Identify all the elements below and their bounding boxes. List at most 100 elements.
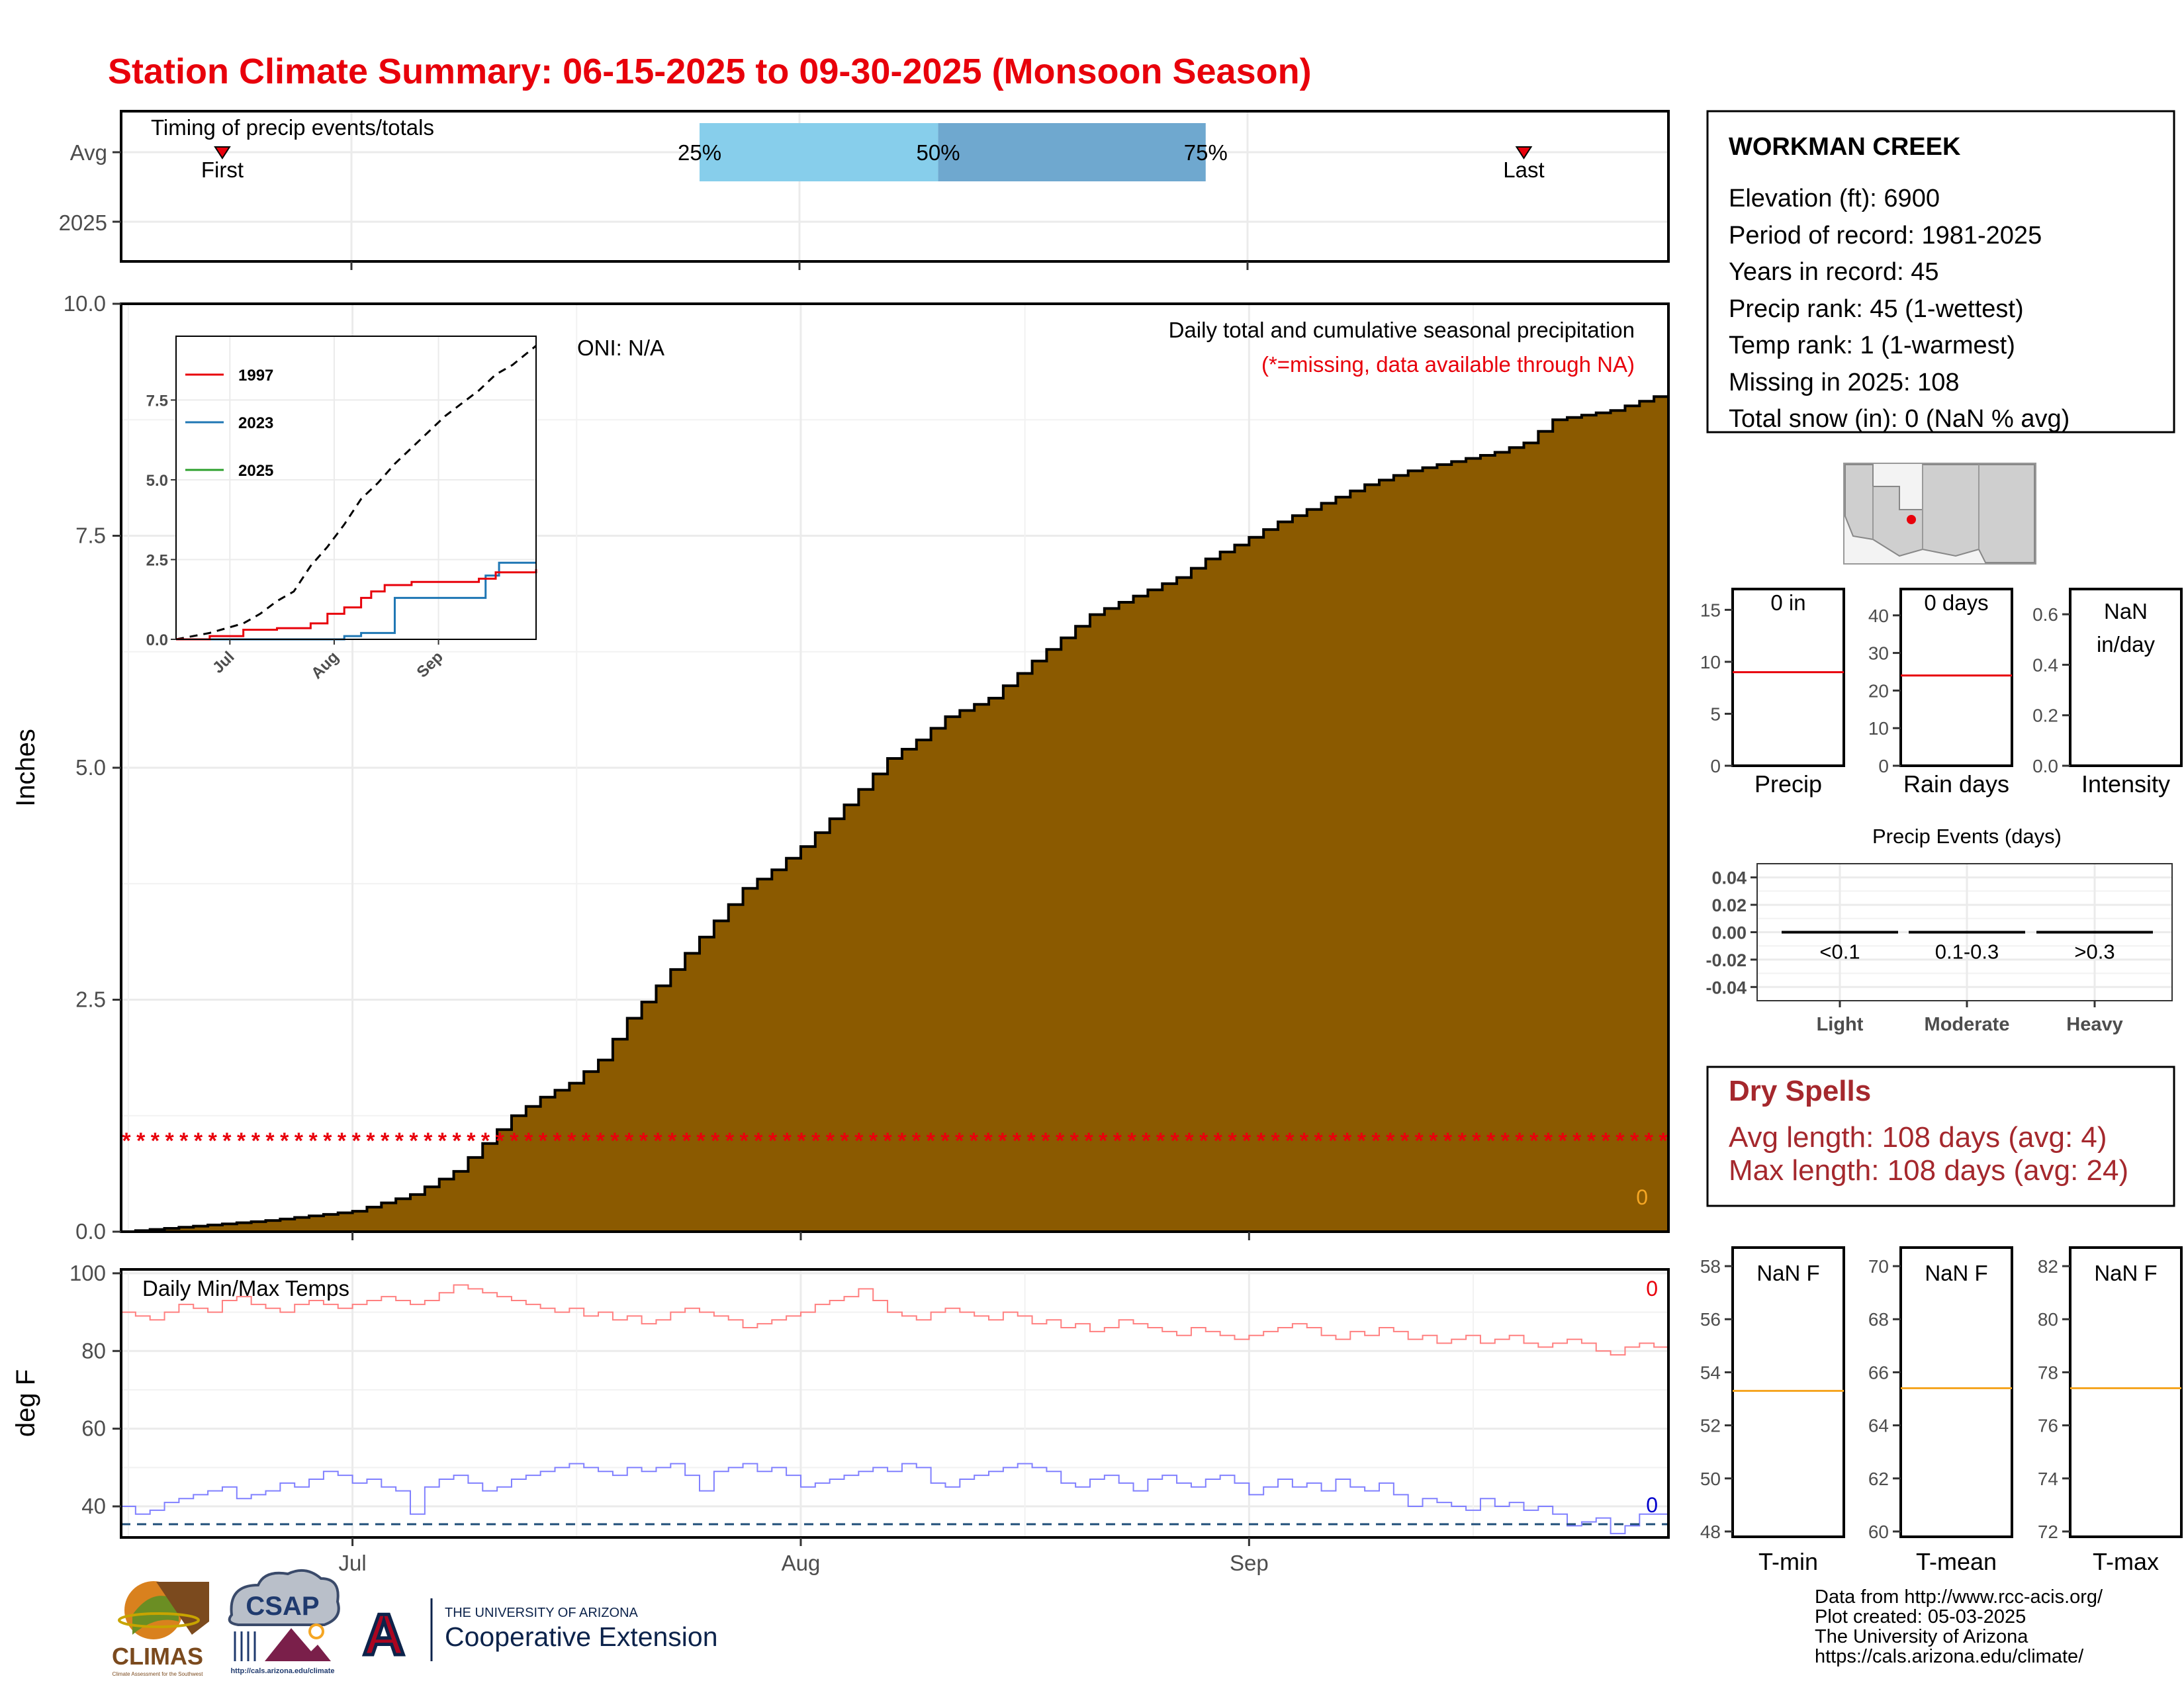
events-category-label: Light (1817, 1014, 1864, 1035)
temp-y-tick: 80 (81, 1338, 106, 1363)
inset-y-tick: 7.5 (146, 392, 168, 410)
precip-events-chart: 0.04 0.02 0.00 -0.02 -0.04 <0.1 Light 0.1-0.3 Mo… (1706, 863, 2173, 1035)
mini-precip-box (1731, 588, 1845, 767)
events-y-tick: 0.02 (1711, 895, 1747, 915)
missing-marker: * (1013, 1128, 1022, 1154)
missing-marker: * (453, 1128, 462, 1154)
timing-row-2025: 2025 (59, 210, 107, 235)
missing-marker: * (510, 1128, 519, 1154)
missing-marker: * (940, 1128, 950, 1154)
missing-marker: * (409, 1128, 418, 1154)
missing-marker: * (151, 1128, 160, 1154)
missing-marker: * (639, 1128, 649, 1154)
missing-marker: * (869, 1128, 878, 1154)
missing-marker: * (395, 1128, 404, 1154)
location-map (1843, 463, 2036, 565)
timing-p25-label: 25% (678, 140, 721, 165)
station-location-marker (1907, 515, 1916, 524)
mini-precip-value: 0 in (1770, 590, 1805, 615)
climas-logo-subtext: Climate Assessment for the Southwest (113, 1671, 204, 1677)
temp-box-y-tick: 76 (2038, 1416, 2058, 1436)
missing-marker: * (682, 1128, 692, 1154)
csap-logo: CSAP http://cals.arizona.edu/climate (228, 1569, 340, 1675)
station-snow: Total snow (in): 0 (NaN % avg) (1729, 405, 2070, 433)
temp-box-y-tick: 48 (1700, 1522, 1721, 1542)
missing-marker: * (308, 1128, 318, 1154)
events-title: Precip Events (days) (1872, 825, 2062, 848)
missing-marker: * (854, 1128, 864, 1154)
events-category-label: Moderate (1925, 1014, 2010, 1035)
missing-marker: * (438, 1128, 447, 1154)
tmax-box-value: NaN F (2094, 1261, 2157, 1285)
missing-marker: * (1458, 1128, 1467, 1154)
timing-last-label: Last (1503, 158, 1544, 182)
missing-marker: * (1572, 1128, 1582, 1154)
mini-precip-y-tick: 15 (1700, 600, 1721, 620)
missing-marker: * (1472, 1128, 1481, 1154)
missing-marker: * (955, 1128, 964, 1154)
mini-intensity-y-tick: 0.6 (2032, 604, 2058, 625)
inset-x-tick: Aug (308, 648, 342, 682)
missing-marker: * (1142, 1128, 1151, 1154)
temp-box-y-tick: 82 (2038, 1256, 2058, 1277)
missing-marker: * (811, 1128, 821, 1154)
mini-precip-y-tick: 5 (1710, 704, 1721, 724)
mini-raindays-box (1899, 588, 2013, 767)
events-range-label: >0.3 (2074, 940, 2115, 964)
missing-marker: * (1558, 1128, 1567, 1154)
inset-series-2023 (176, 561, 536, 641)
page-title: Station Climate Summary: 06-15-2025 to 0… (108, 52, 1312, 91)
missing-marker: * (381, 1128, 390, 1154)
inset-y-tick: 0.0 (146, 631, 168, 649)
temp-box-y-tick: 64 (1868, 1416, 1889, 1436)
precip-y-tick: 0.0 (75, 1219, 106, 1244)
missing-marker: * (1300, 1128, 1309, 1154)
temp-boxes: 48 50 52 54 56 58 60 62 64 66 68 70 72 74 76 78 80 82 (1700, 1246, 2183, 1542)
ua-logo-line1: THE UNIVERSITY OF ARIZONA (445, 1606, 639, 1620)
missing-marker: * (222, 1128, 232, 1154)
timing-band-50-75 (938, 123, 1206, 181)
missing-marker: * (251, 1128, 261, 1154)
missing-marker: * (1242, 1128, 1251, 1154)
missing-marker: * (1371, 1128, 1381, 1154)
missing-marker: * (265, 1128, 275, 1154)
oni-label: ONI: N/A (577, 336, 664, 360)
footer-line-3: The University of Arizona (1815, 1626, 2028, 1647)
missing-marker: * (1615, 1128, 1625, 1154)
timing-last-marker (1515, 146, 1533, 160)
missing-marker: * (1414, 1128, 1424, 1154)
station-temp-rank: Temp rank: 1 (1-warmest) (1729, 332, 2015, 359)
missing-marker: * (1587, 1128, 1596, 1154)
footer-line-4: https://cals.arizona.edu/climate/ (1815, 1646, 2084, 1667)
temp-y-tick: 40 (81, 1494, 106, 1518)
temp-box-y-tick: 74 (2038, 1469, 2058, 1489)
precip-y-tick: 7.5 (75, 524, 106, 548)
missing-marker: * (1659, 1128, 1668, 1154)
missing-marker: * (1285, 1128, 1295, 1154)
missing-marker: * (1314, 1128, 1324, 1154)
missing-marker: * (1529, 1128, 1539, 1154)
temp-box-y-tick: 50 (1700, 1469, 1721, 1489)
temp-box-y-tick: 68 (1868, 1309, 1889, 1330)
mini-intensity-box (2069, 588, 2183, 767)
dry-spells-box: Dry Spells Avg length: 108 days (avg: 4)… (1706, 1066, 2175, 1207)
inset-y-tick: 2.5 (146, 551, 168, 569)
missing-marker: * (1113, 1128, 1122, 1154)
missing-marker: * (165, 1128, 174, 1154)
missing-marker: * (424, 1128, 433, 1154)
ua-logo-letter: A (363, 1602, 405, 1667)
mini-intensity-label: Intensity (2081, 770, 2170, 798)
missing-marker: * (884, 1128, 893, 1154)
temp-box-y-tick: 54 (1700, 1362, 1721, 1383)
temp-box-y-tick: 56 (1700, 1309, 1721, 1330)
mini-raindays-value: 0 days (1924, 590, 1988, 615)
temp-y-tick: 60 (81, 1416, 106, 1441)
missing-marker: * (1630, 1128, 1639, 1154)
station-years: Years in record: 45 (1729, 258, 1939, 286)
missing-marker: * (897, 1128, 907, 1154)
missing-marker: * (1099, 1128, 1108, 1154)
temp-box-y-tick: 72 (2038, 1522, 2058, 1542)
missing-marker: * (567, 1128, 576, 1154)
missing-marker: * (1386, 1128, 1395, 1154)
